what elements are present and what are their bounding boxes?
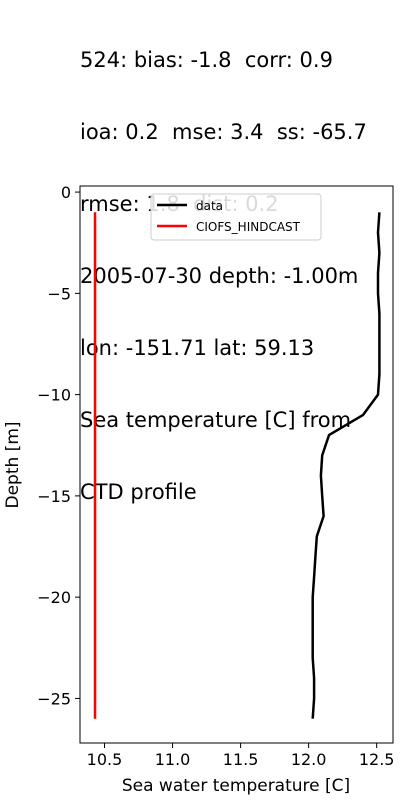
legend: data CIOFS_HINDCAST	[150, 193, 322, 241]
x-tick-label: 11.5	[223, 750, 259, 769]
title-line: lon: -151.71 lat: 59.13	[80, 336, 315, 360]
y-axis-label: Depth [m]	[3, 421, 23, 508]
y-tick-label: 0	[61, 183, 71, 202]
legend-label-model: CIOFS_HINDCAST	[196, 220, 301, 234]
y-tick-label: −10	[37, 386, 71, 405]
x-axis: 10.5 11.0 11.5 12.0 12.5	[87, 743, 395, 769]
title-line: 524: bias: -1.8 corr: 0.9	[80, 48, 333, 72]
legend-label-data: data	[196, 199, 223, 213]
y-tick-label: −25	[37, 689, 71, 708]
series-line-data	[311, 212, 381, 719]
title-line: 2005-07-30 depth: -1.00m	[80, 264, 359, 288]
legend-box	[150, 193, 322, 241]
title-line: CTD profile	[80, 480, 197, 504]
title-line: Sea temperature [C] from	[80, 408, 352, 432]
y-tick-label: −5	[47, 284, 71, 303]
x-tick-label: 12.0	[291, 750, 327, 769]
title-line: ioa: 0.2 mse: 3.4 ss: -65.7	[80, 120, 367, 144]
y-axis: 0 −5 −10 −15 −20 −25	[37, 183, 80, 708]
plot-lines	[93, 212, 381, 719]
x-tick-label: 11.0	[155, 750, 191, 769]
x-tick-label: 12.5	[359, 750, 395, 769]
x-axis-label: Sea water temperature [C]	[122, 776, 350, 796]
x-tick-label: 10.5	[87, 750, 123, 769]
y-tick-label: −20	[37, 588, 71, 607]
y-tick-label: −15	[37, 487, 71, 506]
axes-frame	[79, 185, 394, 744]
